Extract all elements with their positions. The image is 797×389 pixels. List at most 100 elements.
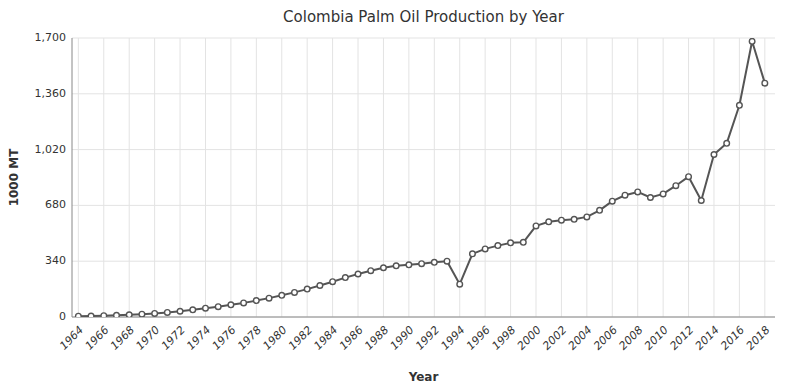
grid-line-x <box>510 38 511 317</box>
x-tick-label: 2006 <box>591 324 620 353</box>
data-point <box>152 311 158 317</box>
grid-line-x <box>663 38 664 317</box>
data-point <box>317 283 323 289</box>
data-point <box>355 271 361 277</box>
y-tick-label: 1,020 <box>35 143 67 156</box>
y-axis-line <box>72 38 73 317</box>
data-point <box>266 295 272 301</box>
grid-line-y <box>72 205 775 206</box>
data-point <box>419 261 425 267</box>
data-point <box>114 313 120 317</box>
grid <box>72 38 775 317</box>
grid-line-y <box>72 149 775 150</box>
data-point <box>126 312 132 317</box>
x-tick-label: 1974 <box>184 324 213 353</box>
data-point <box>648 195 654 201</box>
data-point <box>343 275 349 281</box>
grid-line-x <box>129 38 130 317</box>
x-tick-label: 1972 <box>159 324 188 353</box>
x-tick-label: 2008 <box>616 324 645 353</box>
data-point <box>470 251 476 257</box>
data-point <box>635 189 641 195</box>
data-point <box>457 281 463 287</box>
x-tick-label: 1980 <box>261 324 290 353</box>
grid-line-x <box>408 38 409 317</box>
data-point <box>190 307 196 313</box>
y-tick-label: 1,700 <box>35 31 67 44</box>
data-point <box>330 279 336 285</box>
x-tick-label: 2010 <box>642 324 671 353</box>
grid-line-x <box>205 38 206 317</box>
grid-line-x <box>459 38 460 317</box>
grid-line-x <box>434 38 435 317</box>
x-axis-line <box>72 317 775 318</box>
x-tick-label: 1994 <box>439 324 468 353</box>
data-point <box>660 191 666 197</box>
data-point <box>76 313 82 317</box>
x-tick-label: 1988 <box>362 324 391 353</box>
data-point <box>381 265 387 271</box>
x-tick-label: 1978 <box>235 324 264 353</box>
data-point <box>304 286 310 292</box>
y-tick-label: 340 <box>45 254 66 267</box>
data-point <box>228 302 234 308</box>
data-point <box>203 305 209 311</box>
chart-svg: 1964196619681970197219741976197819801982… <box>0 0 797 389</box>
y-tick-label: 1,360 <box>35 87 67 100</box>
data-point <box>444 258 450 264</box>
x-tick-label: 1964 <box>57 324 86 353</box>
y-ticks: 0 340 680 1,020 1,360 1,700 <box>35 31 67 323</box>
data-point <box>597 208 603 214</box>
grid-line-x <box>256 38 257 317</box>
data-point <box>432 260 438 266</box>
x-tick-label: 2002 <box>540 324 569 353</box>
grid-line-x <box>332 38 333 317</box>
grid-line-x <box>739 38 740 317</box>
x-tick-label: 1990 <box>388 324 417 353</box>
data-point <box>254 298 260 304</box>
data-point <box>139 311 145 317</box>
grid-line-x <box>713 38 714 317</box>
y-tick-label: 680 <box>45 198 66 211</box>
grid-line-x <box>485 38 486 317</box>
x-axis-label: Year <box>408 370 439 384</box>
data-point <box>546 219 552 225</box>
data-point <box>482 246 488 252</box>
grid-line-x <box>612 38 613 317</box>
grid-line-y <box>72 38 775 39</box>
data-point <box>533 223 539 229</box>
data-point <box>406 262 412 268</box>
grid-line-x <box>637 38 638 317</box>
data-point <box>177 308 183 314</box>
grid-line-y <box>72 93 775 94</box>
x-tick-label: 2004 <box>566 324 595 353</box>
grid-line-x <box>78 38 79 317</box>
data-point <box>609 198 615 204</box>
data-point <box>584 214 590 220</box>
data-point <box>762 80 768 86</box>
x-tick-label: 2018 <box>744 324 773 353</box>
grid-line-x <box>154 38 155 317</box>
x-tick-label: 1966 <box>83 324 112 353</box>
grid-line-x <box>307 38 308 317</box>
chart-container: 1964196619681970197219741976197819801982… <box>0 0 797 389</box>
data-line <box>78 41 764 316</box>
chart-title: Colombia Palm Oil Production by Year <box>283 8 565 26</box>
x-ticks: 1964196619681970197219741976197819801982… <box>57 324 772 353</box>
data-point <box>571 217 577 223</box>
grid-line-x <box>103 38 104 317</box>
x-tick-label: 1998 <box>489 324 518 353</box>
x-tick-label: 2016 <box>718 324 747 353</box>
data-point <box>724 141 730 147</box>
data-point <box>215 304 221 310</box>
x-tick-label: 1976 <box>210 324 239 353</box>
data-point <box>279 293 285 299</box>
data-point <box>737 102 743 108</box>
data-point <box>368 268 374 274</box>
x-tick-label: 1986 <box>337 324 366 353</box>
x-tick-label: 1982 <box>286 324 315 353</box>
data-point <box>88 313 94 317</box>
grid-line-x <box>281 38 282 317</box>
data-point <box>622 192 628 198</box>
y-tick-label: 0 <box>59 310 66 323</box>
